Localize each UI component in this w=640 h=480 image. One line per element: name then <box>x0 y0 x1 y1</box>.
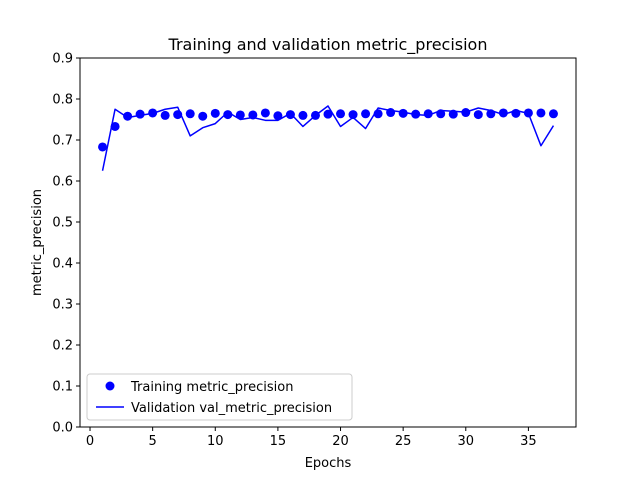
chart-title: Training and validation metric_precision <box>168 35 488 55</box>
legend-box <box>86 373 353 421</box>
y-tick-label: 0.4 <box>52 257 73 272</box>
training-data-point <box>361 109 371 119</box>
training-data-point <box>486 109 496 119</box>
y-tick-label: 0.1 <box>52 380 73 395</box>
training-data-point <box>123 111 133 121</box>
training-data-point <box>436 109 446 119</box>
training-data-point <box>373 109 383 119</box>
training-data-point <box>298 110 308 120</box>
training-data-point <box>98 142 108 152</box>
training-data-point <box>260 108 270 118</box>
legend-label-validation: Validation val_metric_precision <box>131 401 332 416</box>
training-data-point <box>148 108 158 118</box>
y-tick-label: 0.8 <box>52 93 73 108</box>
training-data-point <box>523 108 533 118</box>
training-data-point <box>461 108 471 118</box>
x-tick-label: 10 <box>207 434 224 449</box>
x-tick-label: 25 <box>395 434 412 449</box>
training-data-point <box>386 108 396 118</box>
training-data-point <box>348 110 358 120</box>
plot-frame <box>79 57 577 428</box>
training-data-point <box>160 110 170 120</box>
training-data-point <box>110 121 120 131</box>
training-data-point <box>548 109 558 119</box>
legend-label-training: Training metric_precision <box>130 380 293 395</box>
y-tick-label: 0.9 <box>52 52 73 67</box>
x-tick-label: 35 <box>520 434 537 449</box>
training-data-point <box>498 108 508 118</box>
training-data-point <box>536 108 546 118</box>
x-tick-label: 0 <box>86 434 94 449</box>
training-data-point <box>173 110 183 120</box>
training-data-point <box>235 110 245 120</box>
training-data-point <box>310 110 320 120</box>
x-tick-label: 20 <box>332 434 349 449</box>
training-data-point <box>248 110 258 120</box>
x-tick-label: 15 <box>270 434 287 449</box>
training-data-point <box>185 109 195 119</box>
validation-series-line <box>101 105 555 171</box>
y-axis-label: metric_precision <box>30 189 45 296</box>
training-data-point <box>223 110 233 120</box>
x-tick-label: 30 <box>458 434 475 449</box>
training-data-point <box>135 109 145 119</box>
x-tick-label: 5 <box>149 434 157 449</box>
y-tick-label: 0.6 <box>52 175 73 190</box>
training-data-point <box>285 110 295 120</box>
training-data-point <box>323 109 333 119</box>
legend: Training metric_precision Validation val… <box>86 373 353 421</box>
training-data-point <box>448 109 458 119</box>
training-data-point <box>398 108 408 118</box>
legend-marker-training <box>105 381 115 391</box>
training-data-point <box>423 109 433 119</box>
x-axis-label: Epochs <box>305 456 352 471</box>
y-tick-label: 0.5 <box>52 216 73 231</box>
training-data-point <box>473 110 483 120</box>
training-data-point <box>511 108 521 118</box>
y-tick-label: 0.2 <box>52 339 73 354</box>
training-data-point <box>336 109 346 119</box>
training-data-point <box>411 109 421 119</box>
y-tick-label: 0.3 <box>52 298 73 313</box>
y-tick-label: 0.7 <box>52 134 73 149</box>
training-data-point <box>198 111 208 121</box>
training-data-point <box>210 108 220 118</box>
y-tick-label: 0.0 <box>52 421 73 436</box>
training-data-point <box>273 111 283 121</box>
